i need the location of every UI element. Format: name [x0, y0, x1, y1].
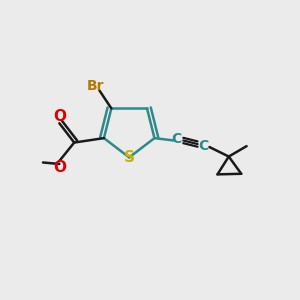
Text: O: O — [53, 109, 66, 124]
Text: C: C — [198, 139, 208, 152]
Text: S: S — [124, 150, 135, 165]
Text: C: C — [172, 132, 182, 146]
Text: O: O — [53, 160, 66, 175]
Text: Br: Br — [86, 79, 104, 93]
